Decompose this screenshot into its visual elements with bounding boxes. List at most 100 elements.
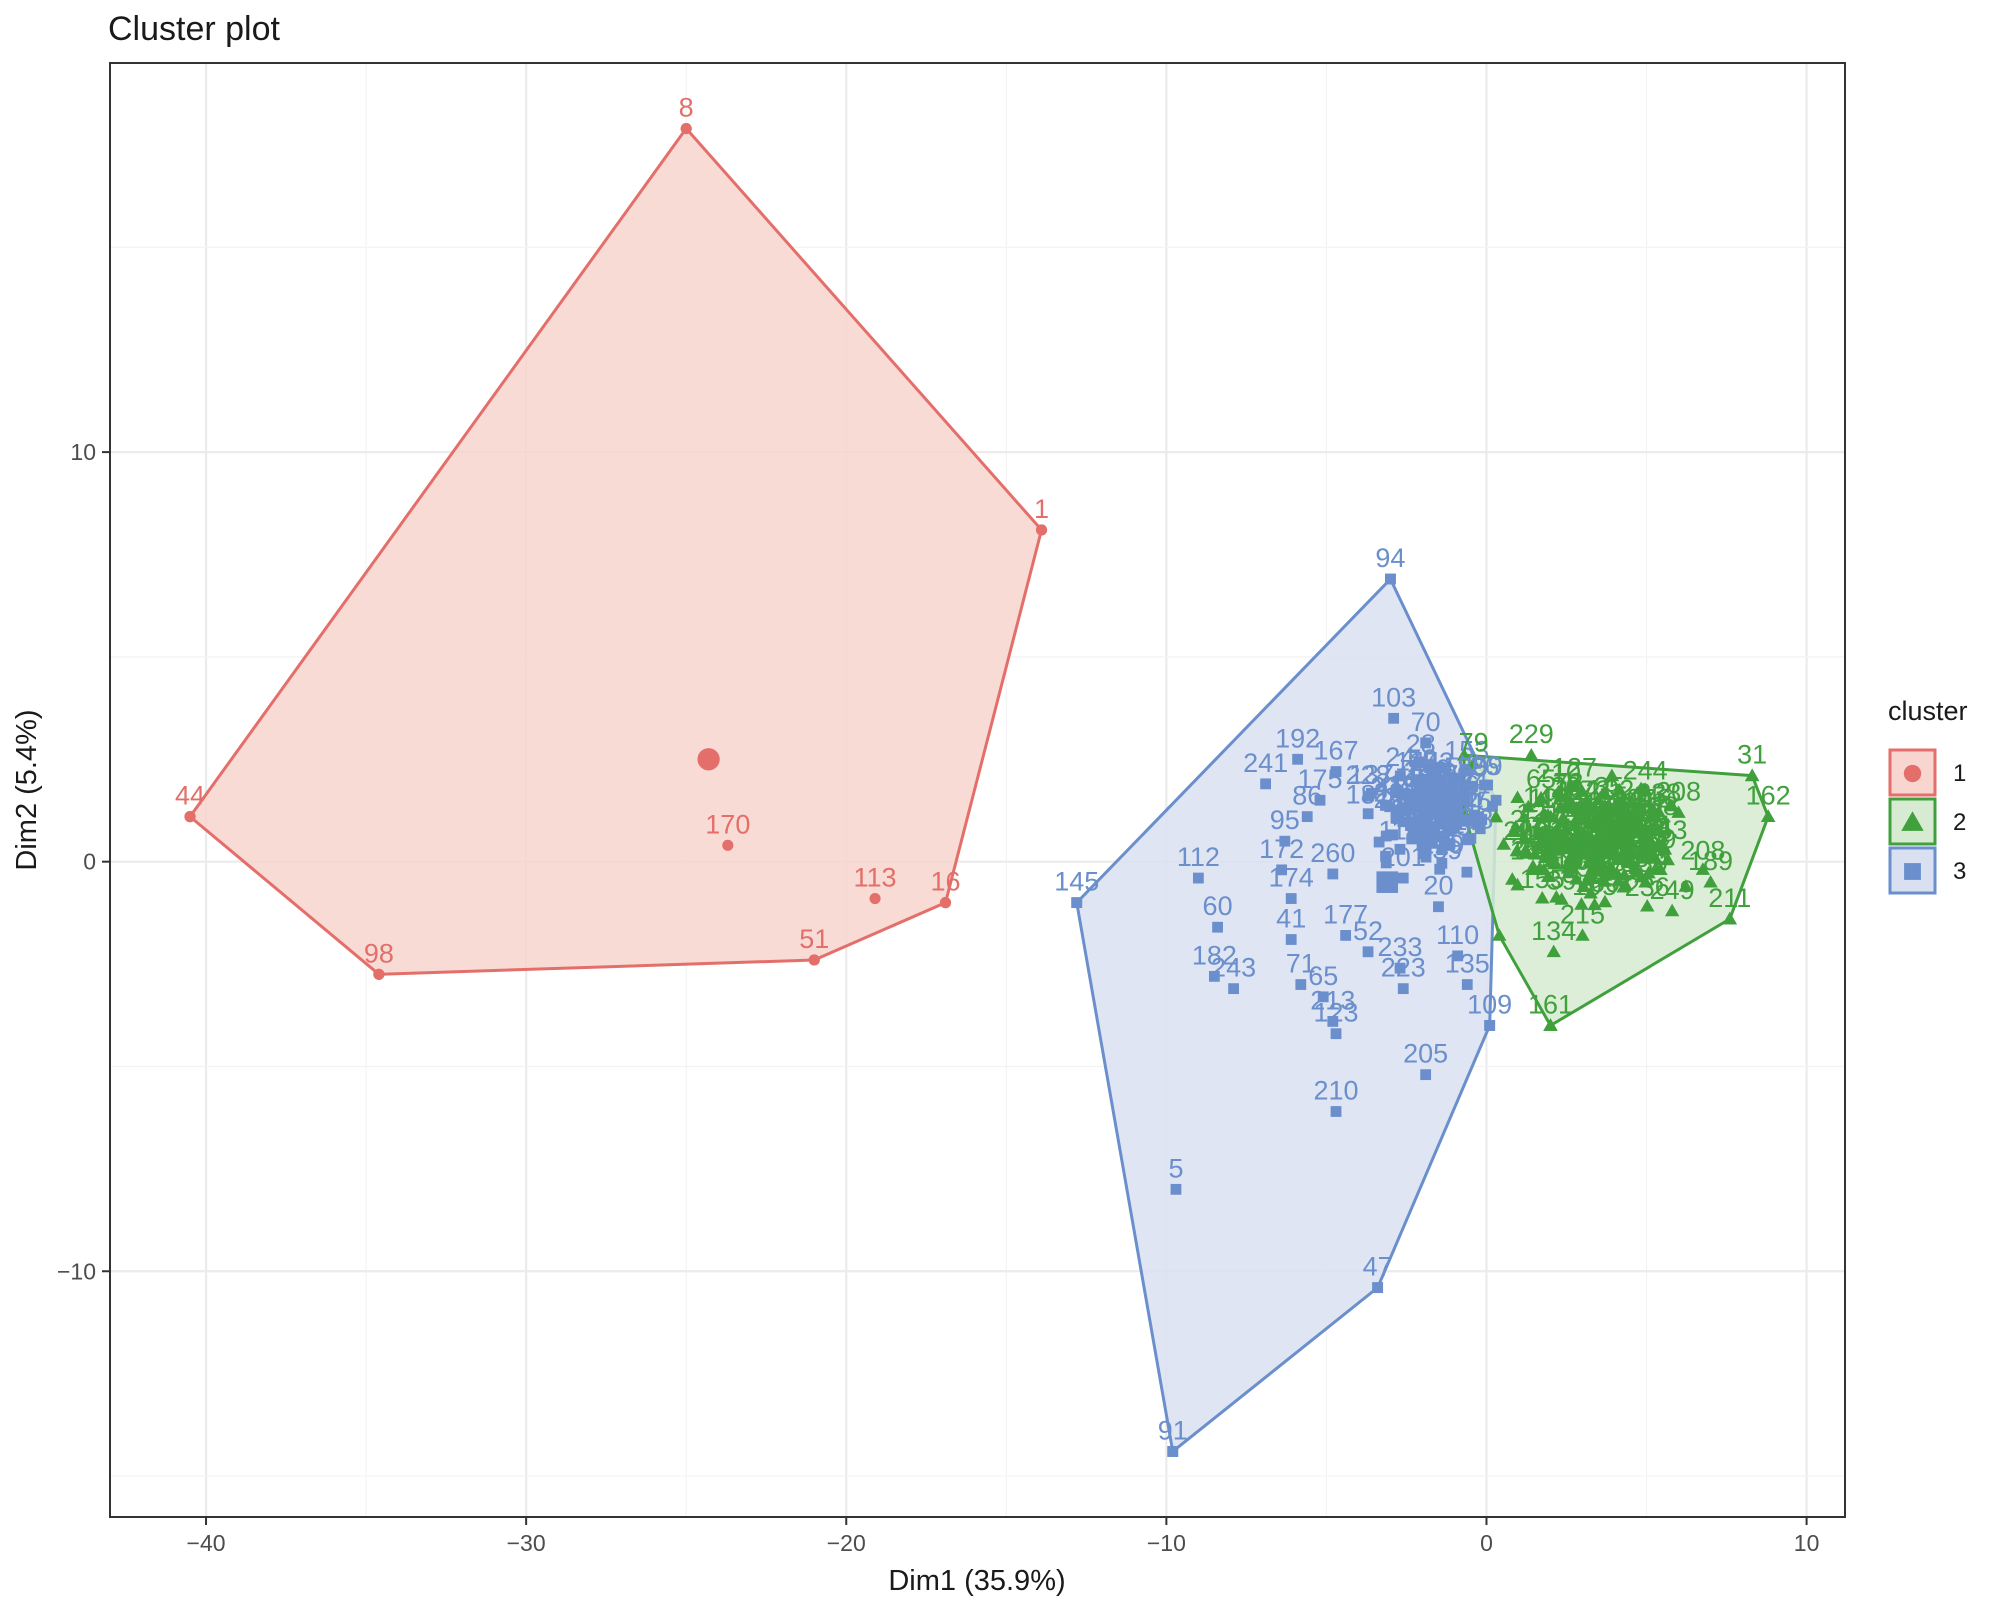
- cluster-2-point: [1555, 812, 1570, 826]
- cluster-3-cloud-label: 55: [1458, 752, 1488, 782]
- cluster-3-point: [1397, 983, 1409, 995]
- cluster-3-point: [1420, 1069, 1432, 1081]
- cluster-3-cloud-label: 202: [1392, 800, 1437, 830]
- cluster-3-point: [1438, 836, 1450, 848]
- cluster-2-cloud-label: 232: [1599, 803, 1644, 833]
- cluster-2-cloud-label: 200: [1607, 798, 1652, 828]
- cluster-2-point: [1488, 809, 1504, 823]
- cluster-3-point: [1465, 833, 1477, 844]
- cluster-2-cloud-label: 192: [1573, 835, 1618, 865]
- cluster-2-cloud-label: 112: [1549, 815, 1592, 845]
- cluster-3-point: [1451, 803, 1463, 815]
- cluster-2-point: [1640, 898, 1655, 912]
- cluster-2-cloud-label: 45: [1593, 809, 1623, 839]
- cluster-3-cloud-label: 62: [1405, 794, 1435, 824]
- cluster-3-point: [1385, 829, 1396, 841]
- cluster-3-cloud-label: 63: [1388, 788, 1418, 818]
- cluster-2-cloud-label: 132: [1606, 829, 1651, 859]
- cluster-3-cloud-label: 114: [1378, 815, 1421, 845]
- cluster-2-point: [1556, 839, 1571, 853]
- cluster-2-cloud-label: 47: [1597, 795, 1627, 825]
- cluster-2-point: [1614, 822, 1629, 835]
- cluster-3-point-label: 213: [1310, 985, 1355, 1015]
- cluster-2-cloud-label: 112: [1523, 824, 1566, 854]
- cluster-3-cloud-label: 164: [1438, 787, 1483, 817]
- cluster-2-point: [1593, 836, 1608, 850]
- cluster-3-cloud-label: 99: [1473, 751, 1503, 781]
- legend-marker-2: [1901, 811, 1924, 831]
- cluster-2-cloud-label: 102: [1546, 834, 1591, 864]
- cluster-2-point: [1546, 944, 1561, 958]
- cluster-2-cloud-label: 76: [1641, 783, 1671, 813]
- cluster-3-cloud-label: 249: [1403, 756, 1448, 786]
- cluster-2-point: [1547, 854, 1562, 867]
- cluster-3-cloud-label: 190: [1421, 777, 1466, 807]
- cluster-2-cloud-label: 32: [1635, 812, 1665, 842]
- cluster-2-cloud-label: 189: [1597, 783, 1642, 813]
- cluster-2-cloud-label: 90: [1587, 831, 1617, 861]
- cluster-2-cloud-label: 203: [1569, 804, 1614, 834]
- cluster-3-point: [1445, 823, 1457, 835]
- cluster-1-point: [680, 122, 692, 135]
- cluster-2-point: [1622, 816, 1637, 829]
- cluster-3-point-label: 172: [1259, 834, 1304, 864]
- cluster-2-cloud-label: 229: [1626, 839, 1671, 869]
- cluster-3-point: [1415, 757, 1426, 769]
- cluster-3-point: [1372, 1282, 1384, 1294]
- cluster-2-cloud-label: 193: [1561, 853, 1606, 883]
- cluster-2-point: [1466, 756, 1481, 769]
- cluster-2-point: [1703, 874, 1718, 888]
- cluster-2-cloud-label: 155: [1572, 825, 1617, 855]
- cluster-3-point: [1421, 794, 1433, 805]
- cluster-2-point: [1617, 867, 1632, 881]
- chart-title: Cluster plot: [108, 10, 281, 48]
- cluster-3-cloud-label: 28: [1406, 729, 1436, 759]
- cluster-3-point-label: 110: [1436, 920, 1479, 950]
- cluster-2-point: [1524, 747, 1539, 761]
- cluster-3-cloud-label: 32: [1435, 810, 1465, 840]
- cluster-1-point-label: 16: [930, 867, 960, 897]
- cluster-2-point: [1582, 867, 1597, 881]
- cluster-3-cloud-label: 206: [1374, 777, 1419, 807]
- cluster-2-point: [1518, 843, 1533, 856]
- cluster-3-cloud-label: 153: [1444, 735, 1489, 765]
- cluster-2-cloud-label: 171: [1579, 805, 1624, 835]
- cluster-2-hull: [1462, 753, 1770, 1028]
- cluster-2-point: [1576, 879, 1591, 892]
- cluster-2-cloud-label: 233: [1549, 821, 1594, 851]
- legend-label-3: 3: [1953, 858, 1966, 885]
- cluster-2-point: [1629, 865, 1645, 878]
- cluster-2-point: [1509, 843, 1525, 857]
- cluster-3-cloud-label: 185: [1388, 771, 1433, 801]
- cluster-2-point: [1583, 885, 1598, 899]
- cluster-2-point: [1538, 808, 1553, 821]
- cluster-3-point: [1461, 979, 1473, 990]
- cluster-3-point: [1433, 762, 1445, 774]
- cluster-1-point: [808, 954, 820, 966]
- cluster-3-point: [1484, 1020, 1496, 1031]
- cluster-2-cloud-label: 27: [1578, 833, 1608, 863]
- cluster-3-cloud-label: 115: [1428, 811, 1471, 841]
- cluster-3-point: [1380, 857, 1392, 869]
- cluster-2-cloud-label: 258: [1567, 841, 1612, 871]
- x-tick-label: 10: [1794, 1530, 1820, 1556]
- cluster-2-cloud-label: 186: [1522, 820, 1567, 850]
- cluster-2-cloud-label: 146: [1523, 781, 1568, 811]
- cluster-1-point-label: 51: [799, 924, 829, 954]
- cluster-3-point: [1260, 778, 1271, 790]
- cluster-3-cloud-label: 17: [1459, 781, 1489, 811]
- cluster-2-point: [1593, 853, 1608, 866]
- cluster-3-point: [1415, 830, 1426, 841]
- cluster-3-point-label: 135: [1445, 949, 1490, 979]
- cluster-3-point-label: 103: [1371, 682, 1416, 712]
- cluster-3-cloud-label: 157: [1411, 798, 1456, 828]
- cluster-3-cloud-label: 239: [1417, 835, 1462, 865]
- x-tick-label: −10: [1147, 1530, 1186, 1556]
- cluster-2-cloud-label: 172: [1516, 812, 1561, 842]
- cluster-2-point: [1527, 846, 1543, 860]
- cluster-2-point: [1645, 801, 1661, 815]
- cluster-3-point-label: 145: [1054, 867, 1099, 897]
- cluster-2-cloud-label: 11: [1539, 821, 1567, 851]
- y-tick-label: 10: [70, 439, 96, 465]
